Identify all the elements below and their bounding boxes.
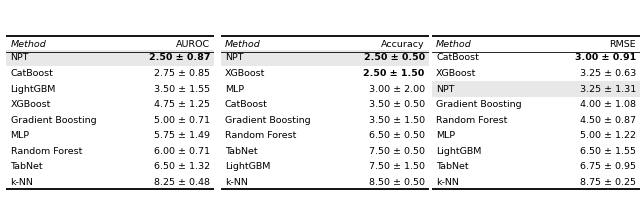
Bar <box>6 50 214 66</box>
Text: Gradient Boosting: Gradient Boosting <box>225 116 310 125</box>
Text: 5.00 ± 1.22: 5.00 ± 1.22 <box>580 131 636 140</box>
Text: 3.25 ± 1.31: 3.25 ± 1.31 <box>580 85 636 94</box>
Text: 3.25 ± 0.63: 3.25 ± 0.63 <box>580 69 636 78</box>
Text: TabNet: TabNet <box>225 147 257 156</box>
Text: 4.75 ± 1.25: 4.75 ± 1.25 <box>154 100 210 109</box>
Text: 2.75 ± 0.85: 2.75 ± 0.85 <box>154 69 210 78</box>
Text: LightGBM: LightGBM <box>225 162 270 171</box>
Text: 5.00 ± 0.71: 5.00 ± 0.71 <box>154 116 210 125</box>
Text: Gradient Boosting: Gradient Boosting <box>10 116 96 125</box>
Text: 8.50 ± 0.50: 8.50 ± 0.50 <box>369 178 425 187</box>
Text: 2.50 ± 0.87: 2.50 ± 0.87 <box>148 53 210 62</box>
Text: 3.00 ± 2.00: 3.00 ± 2.00 <box>369 85 425 94</box>
Text: NPT: NPT <box>436 85 454 94</box>
Text: 3.50 ± 1.55: 3.50 ± 1.55 <box>154 85 210 94</box>
Text: Gradient Boosting: Gradient Boosting <box>436 100 522 109</box>
Text: Random Forest: Random Forest <box>436 116 508 125</box>
Text: NPT: NPT <box>225 53 243 62</box>
Text: k-NN: k-NN <box>225 178 248 187</box>
Text: Accuracy: Accuracy <box>381 40 425 48</box>
Text: RMSE: RMSE <box>609 40 636 48</box>
Text: 6.50 ± 1.55: 6.50 ± 1.55 <box>580 147 636 156</box>
Text: Random Forest: Random Forest <box>10 147 82 156</box>
Text: MLP: MLP <box>436 131 455 140</box>
Text: 6.75 ± 0.95: 6.75 ± 0.95 <box>580 162 636 171</box>
Text: k-NN: k-NN <box>436 178 459 187</box>
Text: NPT: NPT <box>10 53 29 62</box>
Text: 2.50 ± 1.50: 2.50 ± 1.50 <box>364 69 425 78</box>
Text: 8.25 ± 0.48: 8.25 ± 0.48 <box>154 178 210 187</box>
Text: 5.75 ± 1.49: 5.75 ± 1.49 <box>154 131 210 140</box>
Text: 7.50 ± 0.50: 7.50 ± 0.50 <box>369 147 425 156</box>
Text: MLP: MLP <box>225 85 244 94</box>
Text: 6.50 ± 1.32: 6.50 ± 1.32 <box>154 162 210 171</box>
Text: MLP: MLP <box>10 131 29 140</box>
Text: XGBoost: XGBoost <box>225 69 266 78</box>
Text: 6.00 ± 0.71: 6.00 ± 0.71 <box>154 147 210 156</box>
Text: AUROC: AUROC <box>176 40 210 48</box>
Text: CatBoost: CatBoost <box>10 69 53 78</box>
Text: 6.50 ± 0.50: 6.50 ± 0.50 <box>369 131 425 140</box>
Text: Method: Method <box>10 40 46 48</box>
Text: LightGBM: LightGBM <box>436 147 481 156</box>
Text: 2.50 ± 0.50: 2.50 ± 0.50 <box>364 53 425 62</box>
Text: 4.50 ± 0.87: 4.50 ± 0.87 <box>580 116 636 125</box>
Text: 3.50 ± 1.50: 3.50 ± 1.50 <box>369 116 425 125</box>
Bar <box>432 81 640 97</box>
Text: 3.00 ± 0.91: 3.00 ± 0.91 <box>575 53 636 62</box>
Text: k-NN: k-NN <box>10 178 33 187</box>
Text: 8.75 ± 0.25: 8.75 ± 0.25 <box>580 178 636 187</box>
Text: XGBoost: XGBoost <box>436 69 477 78</box>
Text: CatBoost: CatBoost <box>225 100 268 109</box>
Text: Random Forest: Random Forest <box>225 131 296 140</box>
Bar <box>221 50 429 66</box>
Text: Method: Method <box>436 40 472 48</box>
Text: LightGBM: LightGBM <box>10 85 56 94</box>
Text: 7.50 ± 1.50: 7.50 ± 1.50 <box>369 162 425 171</box>
Text: 3.50 ± 0.50: 3.50 ± 0.50 <box>369 100 425 109</box>
Text: XGBoost: XGBoost <box>10 100 51 109</box>
Text: 4.00 ± 1.08: 4.00 ± 1.08 <box>580 100 636 109</box>
Text: TabNet: TabNet <box>10 162 43 171</box>
Text: CatBoost: CatBoost <box>436 53 479 62</box>
Text: TabNet: TabNet <box>436 162 468 171</box>
Text: Method: Method <box>225 40 260 48</box>
